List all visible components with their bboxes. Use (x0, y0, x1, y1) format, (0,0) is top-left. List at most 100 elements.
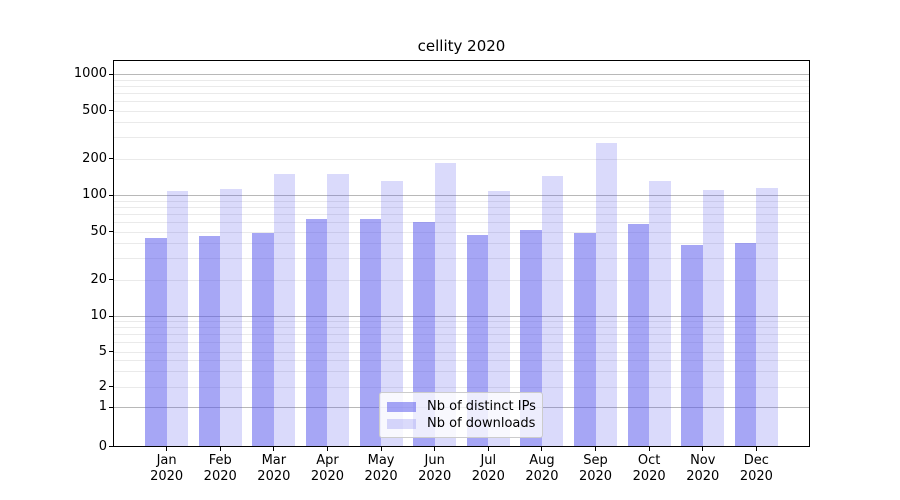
bar-downloads-nov (702, 189, 725, 446)
x-tick-label-apr: Apr 2020 (299, 453, 355, 485)
gridline-y-9 (114, 321, 809, 323)
x-tick-mark (595, 447, 597, 451)
legend-swatch-downloads (387, 418, 416, 429)
y-tick-mark (109, 315, 113, 317)
bar-distinct-ips-dec (734, 243, 757, 446)
y-tick-label-100: 100 (82, 187, 107, 202)
gridline-y-900 (114, 79, 809, 81)
x-tick-label-mar: Mar 2020 (246, 453, 302, 485)
y-tick-mark (109, 386, 113, 387)
y-tick-mark (109, 158, 113, 159)
x-tick-label-may: May 2020 (353, 453, 409, 485)
x-tick-mark (273, 447, 275, 451)
bar-distinct-ips-apr (305, 219, 328, 446)
x-tick-label-sep: Sep 2020 (568, 453, 624, 485)
bar-distinct-ips-jan (145, 238, 167, 446)
gridline-y-600 (114, 100, 809, 102)
x-tick-month: Dec (743, 453, 769, 468)
x-tick-mark (648, 447, 650, 451)
bar-downloads-jun (434, 162, 457, 446)
x-tick-year: 2020 (739, 469, 773, 484)
x-tick-year: 2020 (310, 469, 344, 484)
x-tick-year: 2020 (150, 469, 184, 484)
x-tick-month: Jun (424, 453, 445, 468)
x-tick-label-dec: Dec 2020 (728, 453, 784, 485)
legend: Nb of distinct IPs Nb of downloads (379, 392, 543, 438)
x-tick-mark (219, 447, 221, 451)
x-tick-mark (434, 447, 436, 451)
x-tick-month: Mar (261, 453, 287, 468)
gridline-y-50 (114, 231, 809, 233)
y-tick-label-500: 500 (82, 102, 107, 118)
gridline-y-80 (114, 206, 809, 208)
legend-row: Nb of distinct IPs (387, 398, 542, 415)
y-tick-mark (109, 279, 113, 280)
x-tick-month: Jul (480, 453, 497, 468)
x-tick-month: Oct (637, 453, 661, 468)
bar-downloads-aug (541, 175, 564, 446)
bar-distinct-ips-oct (627, 223, 650, 446)
gridline-y-500 (114, 110, 809, 112)
bar-downloads-jul (488, 191, 510, 446)
bar-downloads-apr (327, 174, 349, 446)
gridline-y-4 (114, 360, 809, 362)
bar-downloads-may (381, 181, 403, 446)
bar-distinct-ips-may (359, 219, 382, 446)
x-tick-mark (487, 447, 489, 451)
x-tick-month: Apr (316, 453, 339, 468)
bar-downloads-oct (649, 181, 671, 446)
gridline-y-100 (114, 195, 809, 196)
y-tick-label-2: 2 (98, 378, 107, 394)
x-tick-year: 2020 (578, 469, 613, 484)
y-tick-label-20: 20 (90, 271, 107, 287)
y-tick-label-1000: 1000 (73, 66, 107, 81)
x-tick-year: 2020 (686, 469, 720, 484)
x-tick-label-oct: Oct 2020 (621, 453, 677, 485)
y-tick-mark (109, 110, 113, 111)
y-tick-mark (109, 194, 113, 196)
x-tick-mark (166, 447, 168, 451)
y-tick-mark (109, 406, 113, 408)
gridline-y-400 (114, 122, 809, 124)
x-tick-label-jan: Jan 2020 (139, 453, 195, 485)
bar-downloads-jan (166, 191, 189, 446)
x-tick-label-feb: Feb 2020 (192, 453, 248, 485)
x-tick-mark (326, 447, 328, 451)
legend-label-distinct-ips: Nb of distinct IPs (427, 399, 536, 414)
gridline-y-200 (114, 158, 809, 160)
bar-distinct-ips-feb (198, 235, 221, 446)
x-tick-year: 2020 (364, 469, 398, 484)
x-tick-year: 2020 (632, 469, 666, 484)
y-tick-label-5: 5 (98, 343, 107, 359)
x-tick-label-jul: Jul 2020 (460, 453, 516, 485)
gridline-y-1000 (114, 74, 809, 75)
gridline-y-300 (114, 137, 809, 139)
x-tick-mark (380, 447, 382, 451)
gridline-y-800 (114, 85, 809, 87)
bar-distinct-ips-nov (681, 244, 703, 446)
y-tick-mark (109, 73, 113, 75)
x-tick-month: Feb (208, 453, 232, 468)
gridline-y-90 (114, 200, 809, 202)
y-tick-label-10: 10 (90, 308, 107, 323)
legend-label-downloads: Nb of downloads (427, 416, 536, 431)
x-tick-label-aug: Aug 2020 (514, 453, 570, 485)
gridline-y-30 (114, 258, 809, 260)
legend-row: Nb of downloads (387, 415, 542, 432)
bar-downloads-feb (220, 189, 242, 446)
x-tick-month: Nov (690, 453, 716, 468)
bar-distinct-ips-mar (252, 232, 274, 446)
y-tick-label-1: 1 (98, 399, 107, 414)
gridline-y-5 (114, 351, 809, 353)
gridline-y-40 (114, 243, 809, 245)
x-tick-year: 2020 (257, 469, 291, 484)
bar-distinct-ips-jun (413, 221, 435, 446)
gridline-y-7 (114, 334, 809, 336)
gridline-y-2 (114, 386, 809, 388)
y-tick-label-200: 200 (82, 150, 107, 166)
y-tick-label-0: 0 (98, 438, 107, 454)
gridline-y-6 (114, 342, 809, 344)
bar-distinct-ips-sep (574, 232, 596, 446)
bar-downloads-sep (595, 142, 618, 446)
